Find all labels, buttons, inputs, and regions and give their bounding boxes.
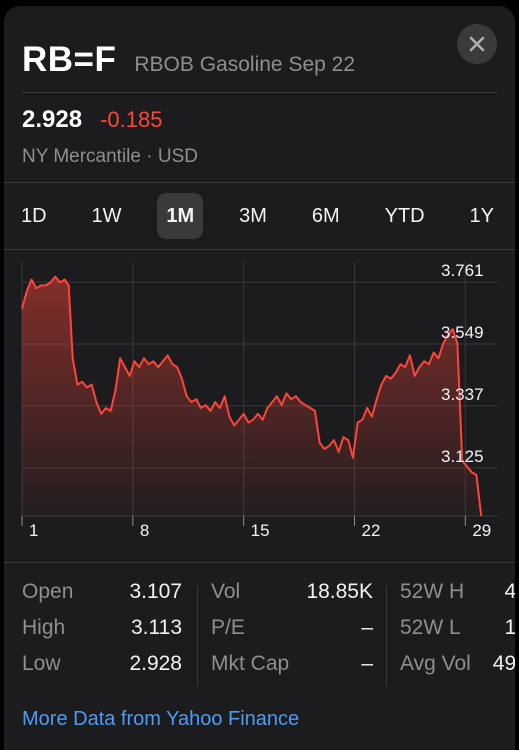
range-tab-ytd[interactable]: YTD	[384, 204, 425, 227]
range-tab-1w[interactable]: 1W	[91, 204, 122, 227]
quote-header: RB=F RBOB Gasoline Sep 22	[22, 40, 355, 80]
range-tab-1y[interactable]: 1Y	[469, 204, 494, 227]
stat-row: High 3.113	[22, 616, 182, 652]
quote-card: RB=F RBOB Gasoline Sep 22 2.928 -0.185 N…	[4, 6, 515, 750]
y-tick-label: 3.761	[441, 261, 484, 280]
x-tick-label: 15	[251, 521, 270, 540]
stats-col-2: Vol 18.85K P/E – Mkt Cap –	[211, 580, 373, 688]
close-button[interactable]	[457, 24, 497, 64]
company-name: RBOB Gasoline Sep 22	[134, 53, 355, 76]
price-change: -0.185	[100, 107, 163, 132]
stat-value: 3.113	[131, 616, 182, 639]
stat-row: P/E –	[211, 616, 373, 652]
x-tick-label: 29	[472, 521, 491, 540]
stat-label: Avg Vol	[400, 652, 471, 675]
stat-row: Open 3.107	[22, 580, 182, 616]
ticker-symbol: RB=F	[22, 40, 117, 79]
x-tick-label: 8	[140, 521, 149, 540]
stat-row: Mkt Cap –	[211, 652, 373, 688]
range-tab-1m[interactable]: 1M	[157, 193, 204, 239]
stat-value: 3.107	[129, 580, 182, 603]
x-tick-label: 1	[29, 521, 38, 540]
y-tick-label: 3.549	[441, 323, 484, 342]
price-line	[21, 275, 483, 517]
y-tick-label: 3.125	[441, 447, 484, 466]
stat-value: –	[361, 616, 373, 639]
stat-row: Low 2.928	[22, 652, 182, 688]
stat-label: Mkt Cap	[211, 652, 290, 675]
close-icon	[469, 36, 485, 52]
more-data-link[interactable]: More Data from Yahoo Finance	[22, 708, 300, 730]
stat-label: Low	[22, 652, 61, 675]
stats-col-3: 52W H 4. 52W L 1. Avg Vol 49.	[400, 580, 515, 688]
stat-label: Open	[22, 580, 74, 603]
exchange-info: NY Mercantile · USD	[22, 146, 198, 167]
stat-label: 52W H	[400, 580, 465, 603]
last-price: 2.928	[22, 106, 83, 133]
y-tick-label: 3.337	[441, 385, 484, 404]
stat-row: Avg Vol 49.	[400, 652, 515, 688]
stats-col-1: Open 3.107 High 3.113 Low 2.928	[22, 580, 182, 688]
stat-value: 1.	[504, 616, 515, 639]
stat-row: 52W L 1.	[400, 616, 515, 652]
price-row: 2.928 -0.185	[22, 106, 162, 134]
stat-value: 2.928	[129, 652, 182, 675]
header-divider	[22, 92, 497, 93]
x-tick-label: 22	[362, 521, 381, 540]
stats-separator	[386, 586, 387, 686]
stat-value: –	[361, 652, 373, 675]
range-tab-3m[interactable]: 3M	[239, 204, 267, 227]
stat-row: 52W H 4.	[400, 580, 515, 616]
ranges-bottom-divider	[4, 249, 515, 250]
stat-label: High	[22, 616, 66, 639]
stat-label: P/E	[211, 616, 245, 639]
stat-value: 49.	[492, 652, 515, 675]
stat-value: 18.85K	[306, 580, 373, 603]
price-chart: 3.761 3.549 3.337 3.125 1 8 15 22 29	[21, 261, 497, 540]
stats-separator	[197, 586, 198, 686]
stat-value: 4.	[504, 580, 515, 603]
range-tab-6m[interactable]: 6M	[311, 204, 340, 227]
price-area	[22, 276, 482, 516]
stats-divider	[4, 562, 515, 563]
stat-label: 52W L	[400, 616, 461, 639]
range-tab-1d[interactable]: 1D	[21, 204, 47, 227]
stat-label: Vol	[211, 580, 241, 603]
stat-row: Vol 18.85K	[211, 580, 373, 616]
ranges-top-divider	[4, 182, 515, 183]
range-selector: 1D 1W 1M 3M 6M YTD 1Y	[4, 192, 515, 240]
